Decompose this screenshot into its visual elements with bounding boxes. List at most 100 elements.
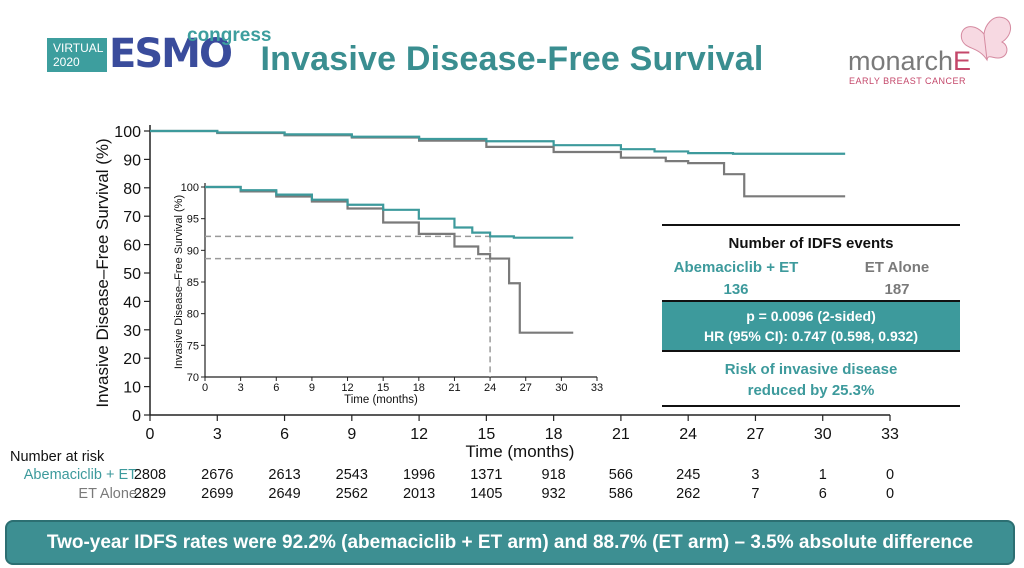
inset-y-tick-label: 90: [187, 245, 199, 257]
events-heading: Number of IDFS events: [728, 235, 893, 252]
y-tick-label: 90: [123, 152, 141, 169]
events-arm1-label: Abemaciclib + ET: [674, 259, 799, 276]
risk-value: 932: [542, 486, 566, 502]
risk-value: 0: [886, 486, 894, 502]
risk-value: 566: [609, 467, 633, 483]
inset-y-tick-label: 75: [187, 340, 199, 352]
y-tick-label: 60: [123, 238, 141, 255]
x-tick-label: 33: [881, 426, 899, 443]
inset-x-tick-label: 3: [238, 382, 244, 394]
risk-table-heading: Number at risk: [10, 449, 105, 465]
risk-row-label-abema: Abemaciclib + ET: [24, 467, 137, 483]
esmo-congress-logo: VIRTUAL 2020 ESMO congress: [47, 22, 271, 80]
y-tick-label: 70: [123, 209, 141, 226]
inset-y-axis-label: Invasive Disease–Free Survival (%): [173, 195, 185, 369]
risk-value: 6: [819, 486, 827, 502]
monarche-wordmark: monarchE: [848, 46, 971, 77]
risk-value: 1371: [470, 467, 502, 483]
x-axis-label: Time (months): [466, 442, 575, 461]
idfs-events-box: Number of IDFS events Abemaciclib + ET E…: [662, 224, 960, 407]
inset-y-tick-label: 95: [187, 214, 199, 226]
inset-y-tick-label: 85: [187, 277, 199, 289]
risk-value: 1996: [403, 467, 435, 483]
brand-name: monarch: [848, 46, 954, 76]
risk-value: 586: [609, 486, 633, 502]
inset-x-tick-label: 21: [448, 382, 460, 394]
esmo-wordmark: ESMO: [109, 31, 233, 77]
risk-value: 7: [751, 486, 759, 502]
virtual-2020-badge: VIRTUAL 2020: [47, 38, 107, 72]
risk-value: 2543: [336, 467, 368, 483]
risk-reduction-line2: reduced by 25.3%: [748, 382, 875, 399]
risk-value: 918: [542, 467, 566, 483]
x-tick-label: 0: [146, 426, 155, 443]
monarche-logo: monarchE EARLY BREAST CANCER: [840, 16, 1020, 86]
y-tick-label: 30: [123, 323, 141, 340]
inset-x-tick-label: 18: [413, 382, 425, 394]
slide-header: VIRTUAL 2020 ESMO congress Invasive Dise…: [0, 0, 1024, 100]
y-axis-label: Invasive Disease–Free Survival (%): [93, 138, 112, 407]
risk-value: 2829: [134, 486, 166, 502]
p-value-text: p = 0.0096 (2-sided): [746, 308, 876, 324]
x-tick-label: 12: [410, 426, 428, 443]
risk-value: 1: [819, 467, 827, 483]
inset-x-tick-label: 33: [591, 382, 603, 394]
risk-row-label-et: ET Alone: [78, 486, 137, 502]
inset-x-tick-label: 15: [377, 382, 389, 394]
x-tick-label: 21: [612, 426, 630, 443]
risk-value: 262: [676, 486, 700, 502]
inset-x-axis-label: Time (months): [344, 394, 418, 406]
x-tick-label: 24: [679, 426, 697, 443]
risk-value: 2613: [268, 467, 300, 483]
risk-reduction-line1: Risk of invasive disease: [725, 361, 898, 378]
summary-banner: Two-year IDFS rates were 92.2% (abemacic…: [5, 520, 1015, 565]
inset-x-tick-label: 30: [555, 382, 567, 394]
inset-y-tick-label: 100: [181, 182, 199, 194]
x-tick-label: 27: [747, 426, 765, 443]
y-tick-label: 20: [123, 351, 141, 368]
x-tick-label: 30: [814, 426, 832, 443]
year-label: 2020: [53, 55, 80, 69]
y-tick-label: 100: [114, 124, 141, 141]
risk-value: 245: [676, 467, 700, 483]
virtual-label: VIRTUAL: [53, 41, 104, 55]
number-at-risk-table: Number at risk Abemaciclib + ET ET Alone…: [10, 449, 894, 502]
brand-tagline: EARLY BREAST CANCER: [849, 76, 967, 86]
y-tick-label: 50: [123, 266, 141, 283]
inset-y-tick-label: 70: [187, 372, 199, 384]
hazard-ratio-text: HR (95% CI): 0.747 (0.598, 0.932): [704, 328, 918, 344]
x-tick-label: 3: [213, 426, 222, 443]
hr-box: [662, 301, 960, 351]
x-tick-label: 9: [347, 426, 356, 443]
y-tick-label: 10: [123, 380, 141, 397]
risk-value: 2013: [403, 486, 435, 502]
inset-abema-et-curve: [205, 185, 574, 239]
butterfly-icon: [960, 16, 1011, 62]
events-arm1-count: 136: [723, 281, 748, 298]
inset-x-tick-label: 9: [309, 382, 315, 394]
risk-value: 1405: [470, 486, 502, 502]
risk-value: 2808: [134, 467, 166, 483]
inset-x-tick-label: 0: [202, 382, 208, 394]
brand-suffix: E: [953, 46, 972, 76]
risk-value: 2562: [336, 486, 368, 502]
y-tick-label: 40: [123, 294, 141, 311]
risk-value: 2676: [201, 467, 233, 483]
inset-background: [152, 172, 604, 408]
y-tick-label: 80: [123, 181, 141, 198]
page-title: Invasive Disease-Free Survival: [260, 40, 764, 78]
inset-x-tick-label: 27: [520, 382, 532, 394]
inset-plot: 70 75 80 85 90 95 100 0 3 6 9 12 15 18 21 24 27 30 33 Time …: [152, 172, 604, 408]
inset-x-tick-label: 24: [484, 382, 496, 394]
risk-value: 2699: [201, 486, 233, 502]
y-tick-label: 0: [132, 408, 141, 425]
congress-wordmark: congress: [187, 25, 272, 46]
inset-et-alone-curve: [205, 185, 574, 334]
x-tick-label: 15: [477, 426, 495, 443]
inset-x-tick-label: 6: [273, 382, 279, 394]
risk-value: 2649: [268, 486, 300, 502]
abema-et-curve: [150, 129, 846, 155]
risk-value: 0: [886, 467, 894, 483]
